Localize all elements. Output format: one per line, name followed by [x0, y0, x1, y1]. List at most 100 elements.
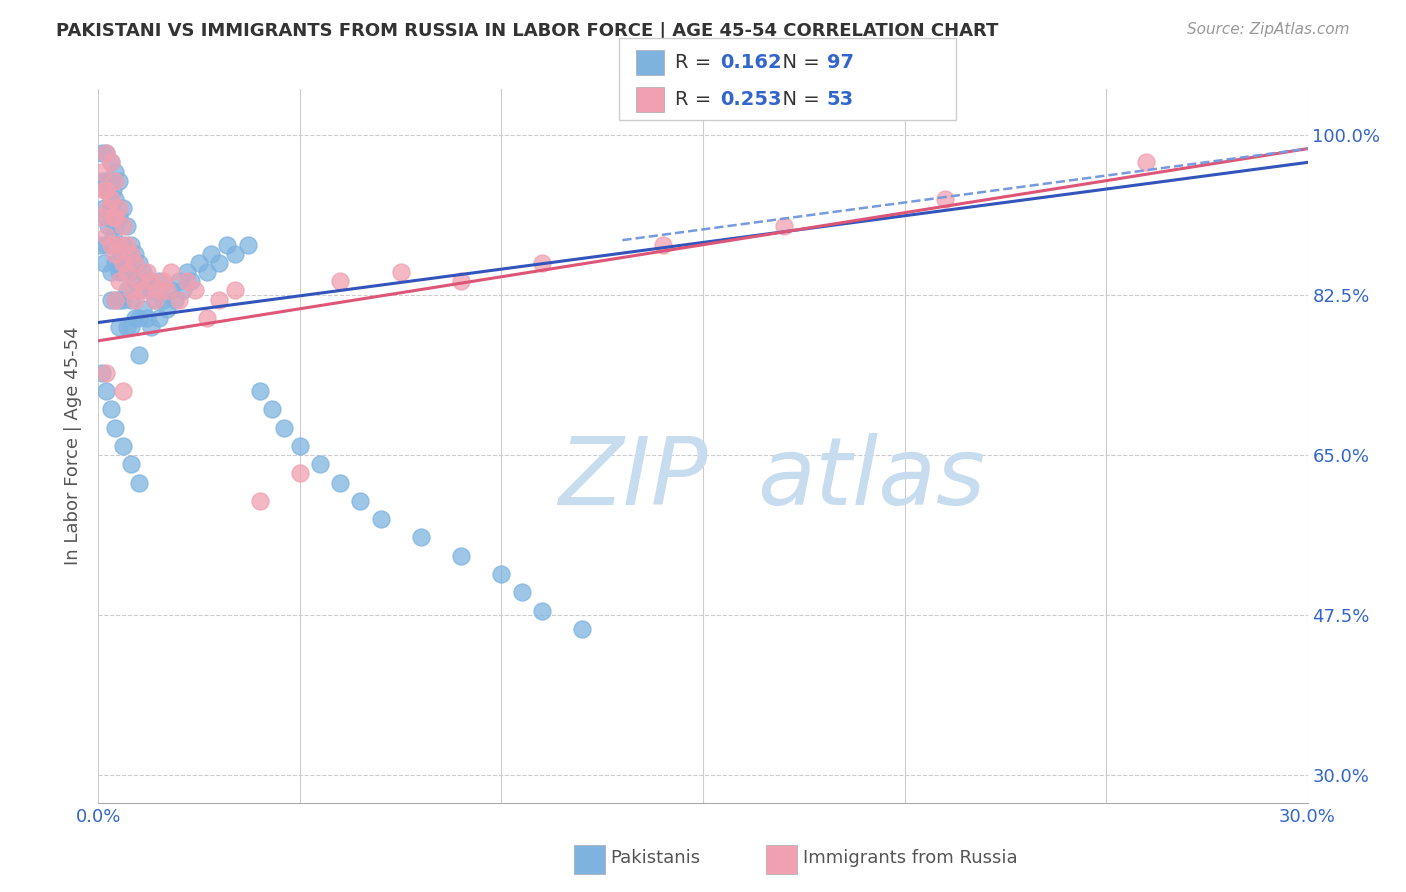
Point	[329, 274, 352, 288]
Point	[180, 274, 202, 288]
Point	[1135, 155, 1157, 169]
Point	[115, 265, 138, 279]
Point	[91, 211, 114, 225]
Point	[124, 256, 146, 270]
Point	[100, 174, 122, 188]
Point	[176, 265, 198, 279]
Point	[349, 494, 371, 508]
Point	[329, 475, 352, 490]
Point	[91, 174, 114, 188]
Point	[96, 228, 118, 243]
Point	[103, 211, 125, 225]
Point	[103, 247, 125, 261]
Point	[91, 146, 114, 161]
Point	[132, 265, 155, 279]
Point	[96, 237, 118, 252]
Point	[103, 293, 125, 307]
Point	[115, 247, 138, 261]
Point	[111, 201, 134, 215]
Point	[132, 284, 155, 298]
Text: N =: N =	[770, 90, 827, 110]
Point	[195, 265, 218, 279]
Point	[96, 174, 118, 188]
Point	[389, 265, 412, 279]
Point	[163, 293, 186, 307]
Point	[96, 384, 118, 398]
Point	[135, 265, 157, 279]
Point	[143, 293, 166, 307]
Text: R =: R =	[675, 54, 717, 72]
Point	[107, 201, 129, 215]
Text: 53: 53	[827, 90, 853, 110]
Point	[143, 293, 166, 307]
Point	[124, 293, 146, 307]
Point	[167, 274, 190, 288]
Point	[107, 274, 129, 288]
Point	[103, 420, 125, 434]
Point	[184, 284, 207, 298]
Point	[115, 219, 138, 234]
Point	[103, 293, 125, 307]
Point	[152, 293, 174, 307]
Point	[101, 228, 124, 243]
Point	[101, 211, 124, 225]
Point	[260, 402, 283, 417]
Text: Immigrants from Russia: Immigrants from Russia	[803, 849, 1018, 867]
Point	[111, 265, 134, 279]
Point	[208, 293, 231, 307]
Point	[167, 293, 190, 307]
Point	[97, 219, 120, 234]
Point	[172, 284, 194, 298]
Point	[148, 310, 170, 325]
Point	[132, 301, 155, 316]
Point	[139, 284, 162, 298]
Point	[100, 237, 122, 252]
Point	[107, 237, 129, 252]
Point	[156, 284, 179, 298]
Point	[249, 494, 271, 508]
Point	[135, 310, 157, 325]
Point	[111, 293, 134, 307]
Point	[107, 237, 129, 252]
Point	[128, 284, 150, 298]
Point	[148, 284, 170, 298]
Point	[103, 192, 125, 206]
Point	[128, 475, 150, 490]
Point	[120, 320, 142, 334]
Point	[101, 183, 124, 197]
Point	[491, 567, 513, 582]
Point	[236, 237, 259, 252]
Text: N =: N =	[770, 54, 827, 72]
Point	[120, 237, 142, 252]
Point	[124, 274, 146, 288]
Point	[93, 183, 115, 197]
Point	[103, 164, 125, 178]
Point	[152, 274, 174, 288]
Point	[160, 284, 183, 298]
Point	[195, 310, 218, 325]
Point	[100, 192, 122, 206]
Point	[148, 274, 170, 288]
Point	[100, 155, 122, 169]
Point	[107, 211, 129, 225]
Text: R =: R =	[675, 90, 717, 110]
Point	[100, 293, 122, 307]
Point	[409, 531, 432, 545]
Text: atlas: atlas	[758, 433, 986, 524]
Point	[224, 284, 246, 298]
Point	[176, 274, 198, 288]
Point	[156, 301, 179, 316]
Point	[124, 247, 146, 261]
Point	[93, 256, 115, 270]
Point	[100, 237, 122, 252]
Point	[97, 201, 120, 215]
Y-axis label: In Labor Force | Age 45-54: In Labor Force | Age 45-54	[65, 326, 83, 566]
Point	[124, 310, 146, 325]
Point	[103, 174, 125, 188]
Point	[115, 237, 138, 252]
Text: 97: 97	[827, 54, 853, 72]
Point	[139, 274, 162, 288]
Point	[114, 256, 136, 270]
Point	[450, 549, 472, 563]
Text: ZIP: ZIP	[558, 433, 707, 524]
